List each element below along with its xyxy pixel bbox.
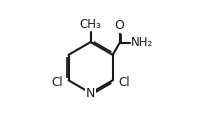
Text: N: N [86, 87, 95, 100]
Text: NH₂: NH₂ [131, 36, 153, 49]
Text: Cl: Cl [119, 76, 130, 89]
Text: CH₃: CH₃ [80, 18, 101, 31]
Text: Cl: Cl [51, 76, 63, 89]
Text: O: O [115, 19, 125, 32]
